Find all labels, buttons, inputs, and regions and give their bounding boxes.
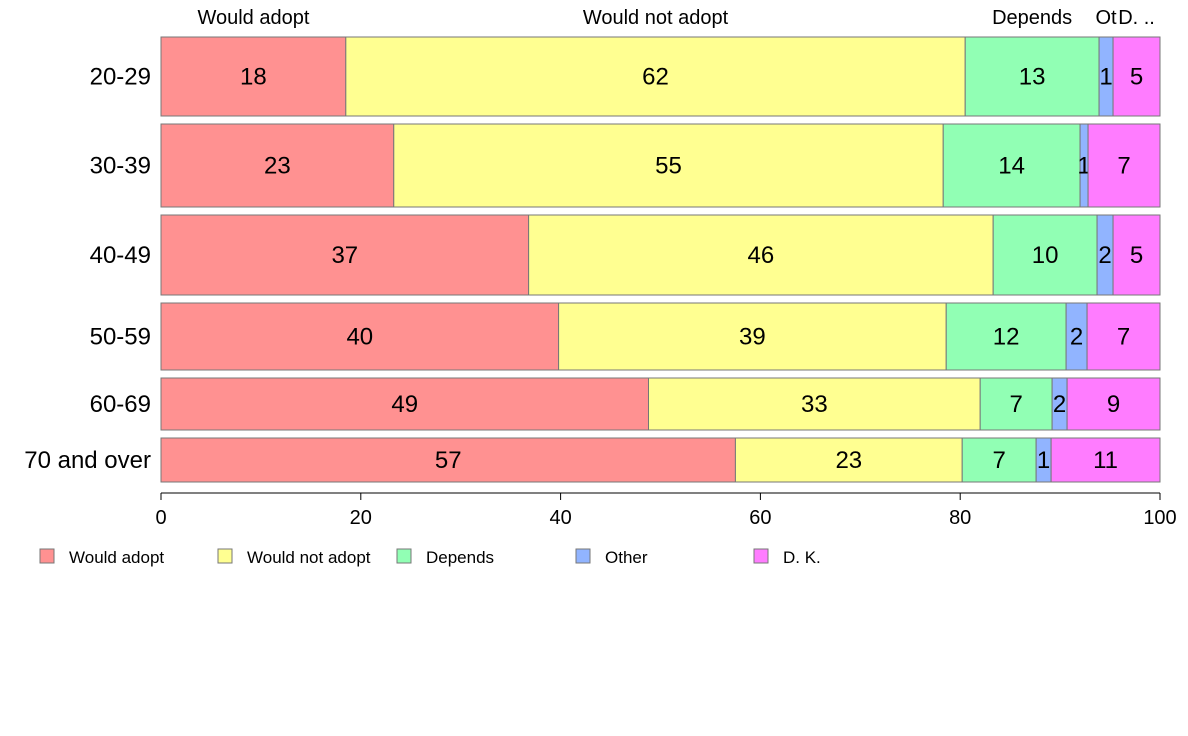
- bar-50-59-d-k: [1086, 302, 1161, 371]
- data-label: 12: [993, 324, 1020, 351]
- x-tick-label: 40: [549, 507, 571, 529]
- data-label: 14: [998, 153, 1025, 180]
- legend-label: Would not adopt: [247, 548, 371, 567]
- row-label: 20-29: [90, 64, 151, 91]
- bar-50-59-would-not-adopt: [558, 302, 947, 371]
- bar-70-and-over-d-k: [1050, 437, 1161, 483]
- bar-60-69-d-k: [1066, 377, 1161, 431]
- data-label: 33: [801, 391, 828, 418]
- x-tick-label: 60: [749, 507, 771, 529]
- data-label: 10: [1032, 242, 1059, 269]
- row-label: 70 and over: [24, 447, 151, 474]
- legend: Would adopt Would not adopt Depends Other D.…: [39, 548, 821, 567]
- data-label: 5: [1130, 64, 1143, 91]
- bar-30-39-depends: [942, 123, 1081, 208]
- data-label: 2: [1070, 324, 1083, 351]
- data-label: 9: [1107, 391, 1120, 418]
- top-label: Depends: [992, 7, 1072, 29]
- data-label: 46: [748, 242, 775, 269]
- row-label: 40-49: [90, 242, 151, 269]
- data-label: 1: [1099, 64, 1112, 91]
- data-label: 7: [1117, 153, 1130, 180]
- x-tick-label: 80: [949, 507, 971, 529]
- bar-40-49-depends: [992, 214, 1098, 296]
- x-tick-label: 0: [155, 507, 166, 529]
- bar-40-49-would-adopt: [160, 214, 530, 296]
- bar-40-49-d-k: [1112, 214, 1161, 296]
- bar-30-39-d-k: [1087, 123, 1161, 208]
- bar-20-29-d-k: [1112, 36, 1161, 117]
- data-label: 55: [655, 153, 682, 180]
- bar-50-59-would-adopt: [160, 302, 560, 371]
- bar-30-39-would-not-adopt: [393, 123, 944, 208]
- x-tick-label: 100: [1143, 507, 1176, 529]
- data-label: 7: [992, 447, 1005, 474]
- bar-40-49-would-not-adopt: [528, 214, 994, 296]
- bar-60-69-would-adopt: [160, 377, 650, 431]
- data-label: 11: [1093, 447, 1118, 474]
- legend-swatch-depends: [396, 548, 412, 564]
- bar-70-and-over-would-adopt: [160, 437, 736, 483]
- legend-swatch-would-not-adopt: [217, 548, 233, 564]
- data-label: 7: [1009, 391, 1022, 418]
- x-tick-label: 20: [350, 507, 372, 529]
- data-label: 2: [1053, 391, 1066, 418]
- top-label: Ot: [1095, 7, 1117, 29]
- bars: 18 62 13 1 523 55 14 1 737 46 10 2 540 39 12 2 749 33 7 2 95…: [160, 36, 1161, 483]
- data-label: 7: [1117, 324, 1130, 351]
- row-labels: 20-29 30-39 40-49 50-59 60-69 70 and over: [24, 64, 151, 475]
- bar-60-69-depends: [979, 377, 1053, 431]
- bar-50-59-depends: [945, 302, 1067, 371]
- row-label: 60-69: [90, 391, 151, 418]
- data-label: 18: [240, 64, 267, 91]
- data-label: 57: [435, 447, 462, 474]
- data-label: 2: [1098, 242, 1111, 269]
- data-label: 23: [264, 153, 291, 180]
- legend-label: Other: [605, 548, 648, 567]
- top-category-labels: Would adopt Would not adopt Depends Ot D. ..: [197, 7, 1154, 29]
- data-label: 23: [835, 447, 862, 474]
- legend-swatch-other: [575, 548, 591, 564]
- bar-20-29-depends: [964, 36, 1100, 117]
- legend-label: Would adopt: [69, 548, 164, 567]
- bar-70-and-over-depends: [961, 437, 1037, 483]
- legend-swatch-would-adopt: [39, 548, 55, 564]
- bar-70-and-over-would-not-adopt: [734, 437, 963, 483]
- row-label: 50-59: [90, 324, 151, 351]
- data-label: 37: [331, 242, 358, 269]
- data-label: 39: [739, 324, 766, 351]
- data-label: 49: [391, 391, 418, 418]
- data-label: 13: [1019, 64, 1046, 91]
- data-label: 62: [642, 64, 669, 91]
- legend-label: D. K.: [783, 548, 821, 567]
- data-label: 40: [346, 324, 373, 351]
- bar-20-29-would-adopt: [160, 36, 347, 117]
- x-axis: 0 20 40 60 80 100: [155, 492, 1177, 529]
- data-label: 1: [1037, 447, 1050, 474]
- bar-20-29-would-not-adopt: [345, 36, 966, 117]
- bar-60-69-would-not-adopt: [648, 377, 981, 431]
- top-label: Would not adopt: [583, 7, 729, 29]
- row-label: 30-39: [90, 153, 151, 180]
- top-label: D. ..: [1118, 7, 1155, 29]
- bar-30-39-would-adopt: [160, 123, 395, 208]
- top-label: Would adopt: [197, 7, 309, 29]
- legend-label: Depends: [426, 548, 494, 567]
- data-label: 1: [1077, 153, 1090, 180]
- legend-swatch-d-k: [753, 548, 769, 564]
- data-label: 5: [1130, 242, 1143, 269]
